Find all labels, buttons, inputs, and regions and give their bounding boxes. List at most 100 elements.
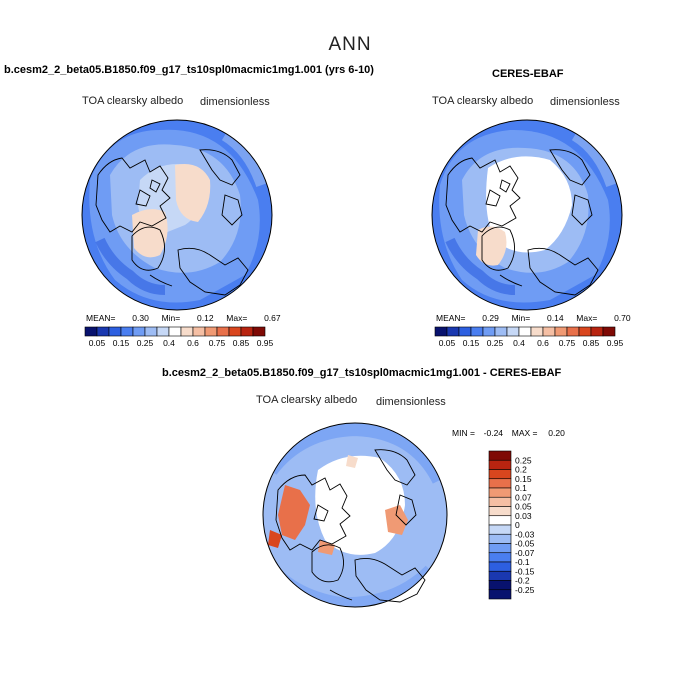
diff-case-title: b.cesm2_2_beta05.B1850.f09_g17_ts10spl0m… xyxy=(162,367,562,379)
map3-arctic-neutral xyxy=(315,455,405,555)
panel2-colorbar-swatch-13 xyxy=(590,326,604,337)
panel3-colorbar-tick-label: 0.05 xyxy=(515,502,532,512)
map2-greenland xyxy=(476,226,507,266)
panel2-max-value: 0.70 xyxy=(614,313,631,323)
panel1-variable-label: TOA clearsky albedo xyxy=(82,95,184,107)
panel3-colorbar-swatch-15 xyxy=(488,589,512,600)
panel3-max-value: 0.20 xyxy=(548,428,565,438)
panel3-stats: MIN = -0.24 MAX = 0.20 xyxy=(452,428,565,438)
panel1-colorbar-swatch-12 xyxy=(228,326,242,337)
panel3-colorbar-swatch-13 xyxy=(488,570,512,581)
panel3-colorbar-tick-label: -0.03 xyxy=(515,529,535,539)
panel3-colorbar-swatch-7 xyxy=(488,515,512,526)
panel1-colorbar-swatch-9 xyxy=(192,326,206,337)
panel2-mean-value: 0.29 xyxy=(482,313,499,323)
panel1-colorbar-swatch-1 xyxy=(96,326,110,337)
map1-arctic-ice xyxy=(175,164,211,222)
panel2-stats: MEAN= 0.29 Min= 0.14 Max= 0.70 xyxy=(436,313,631,323)
panel3-colorbar-swatch-14 xyxy=(488,580,512,591)
panel2-min-value: 0.14 xyxy=(547,313,564,323)
panel2-colorbar-tick-label: 0.75 xyxy=(559,338,576,348)
panel3-colorbar-swatch-11 xyxy=(488,552,512,563)
panel2-colorbar-swatch-7 xyxy=(518,326,532,337)
map3-coastlines xyxy=(275,449,426,603)
map1-greenland xyxy=(132,209,168,258)
panel1-colorbar-tick-label: 0.95 xyxy=(257,338,274,348)
panel1-colorbar-swatch-13 xyxy=(240,326,254,337)
map1-pacific-band xyxy=(221,129,268,188)
panel1-colorbar-swatch-6 xyxy=(156,326,170,337)
map1-coastlines xyxy=(95,149,249,296)
panel1-colorbar-tick-label: 0.25 xyxy=(137,338,154,348)
panel3-variable-label: TOA clearsky albedo xyxy=(256,394,358,406)
panel1-colorbar-swatch-14 xyxy=(252,326,266,337)
panel2-colorbar-swatch-4 xyxy=(482,326,496,337)
panel1-stats: MEAN= 0.30 Min= 0.12 Max= 0.67 xyxy=(86,313,281,323)
map3-canada-positive xyxy=(278,485,310,540)
panel1-colorbar-tick-label: 0.4 xyxy=(163,338,175,348)
panel2-units-label: dimensionless xyxy=(550,96,620,108)
panel3-colorbar-swatch-6 xyxy=(488,506,512,517)
panel1-colorbar-swatch-5 xyxy=(144,326,158,337)
panel3-colorbar-tick-label: 0.2 xyxy=(515,465,527,475)
panel1-min-label: Min= xyxy=(161,313,181,323)
panel1-units-label: dimensionless xyxy=(200,96,270,108)
map2-boundary xyxy=(431,119,623,311)
panel3-colorbar-swatch-9 xyxy=(488,533,512,544)
obs-map xyxy=(431,119,623,311)
panel2-colorbar-tick-label: 0.85 xyxy=(583,338,600,348)
panel3-colorbar-tick-label: -0.07 xyxy=(515,548,535,558)
panel1-colorbar-swatch-0 xyxy=(84,326,98,337)
test-case-title: b.cesm2_2_beta05.B1850.f09_g17_ts10spl0m… xyxy=(4,64,374,76)
panel3-colorbar-swatch-1 xyxy=(488,459,512,470)
obs-case-title: CERES-EBAF xyxy=(492,68,564,80)
panel2-colorbar-swatch-10 xyxy=(554,326,568,337)
panel3-colorbar-swatch-12 xyxy=(488,561,512,572)
panel3-max-label: MAX = xyxy=(511,428,538,438)
panel3-colorbar-tick-label: 0.03 xyxy=(515,511,532,521)
season-title: ANN xyxy=(328,34,372,55)
panel3-colorbar-swatch-5 xyxy=(488,496,512,507)
panel2-colorbar-tick-label: 0.15 xyxy=(463,338,480,348)
panel3-min-label: MIN = xyxy=(452,428,475,438)
panel2-max-label: Max= xyxy=(576,313,598,323)
diff-map xyxy=(262,422,448,608)
panel2-colorbar-swatch-2 xyxy=(458,326,472,337)
panel3-colorbar-tick-label: -0.1 xyxy=(515,557,530,567)
panel2-colorbar-swatch-9 xyxy=(542,326,556,337)
map2-coastlines xyxy=(445,149,599,296)
panel1-colorbar-swatch-3 xyxy=(120,326,134,337)
panel1-colorbar: 0.05 0.15 0.25 0.4 0.6 0.75 0.85 0.95 xyxy=(84,326,274,348)
panel1-colorbar-tick-label: 0.85 xyxy=(233,338,250,348)
panel2-colorbar-tick-label: 0.25 xyxy=(487,338,504,348)
map3-hudson-positive xyxy=(268,530,282,548)
panel1-colorbar-swatch-2 xyxy=(108,326,122,337)
panel3-min-value: -0.24 xyxy=(483,428,504,438)
panel2-colorbar-swatch-1 xyxy=(446,326,460,337)
panel3-colorbar: 0.250.20.150.10.070.050.030-0.03-0.05-0.… xyxy=(488,450,535,600)
panel1-mean-label: MEAN= xyxy=(86,313,116,323)
panel1-colorbar-swatch-10 xyxy=(204,326,218,337)
panel2-colorbar-tick-label: 0.4 xyxy=(513,338,525,348)
panel3-colorbar-swatch-4 xyxy=(488,487,512,498)
panel3-colorbar-swatch-8 xyxy=(488,524,512,535)
panel3-colorbar-tick-label: -0.2 xyxy=(515,576,530,586)
panel1-colorbar-swatch-11 xyxy=(216,326,230,337)
panel1-mean-value: 0.30 xyxy=(132,313,149,323)
panel3-units-label: dimensionless xyxy=(376,396,446,408)
panel3-colorbar-swatch-0 xyxy=(488,450,512,461)
panel1-colorbar-swatch-7 xyxy=(168,326,182,337)
panel2-colorbar-tick-label: 0.6 xyxy=(537,338,549,348)
panel3-colorbar-tick-label: 0.15 xyxy=(515,474,532,484)
map3-siberia-positive xyxy=(385,505,408,535)
panel2-colorbar-swatch-12 xyxy=(578,326,592,337)
panel1-colorbar-tick-label: 0.15 xyxy=(113,338,130,348)
map1-atlantic-band xyxy=(95,237,166,295)
panel1-colorbar-tick-label: 0.6 xyxy=(187,338,199,348)
panel1-max-value: 0.67 xyxy=(264,313,281,323)
panel2-colorbar: 0.05 0.15 0.25 0.4 0.6 0.75 0.85 0.95 xyxy=(434,326,624,348)
panel2-colorbar-swatch-8 xyxy=(530,326,544,337)
panel3-colorbar-tick-label: 0.07 xyxy=(515,492,532,502)
map2-atlantic-band xyxy=(445,237,516,295)
